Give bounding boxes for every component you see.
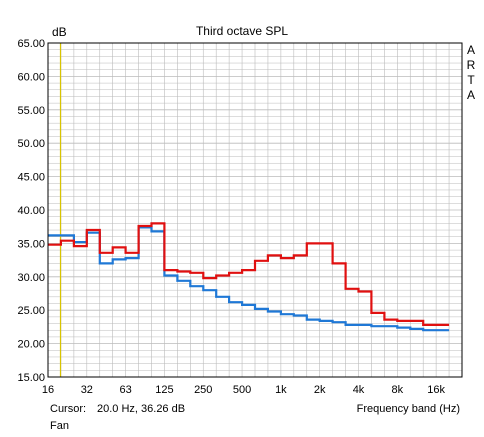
series-line-1 [48, 226, 450, 332]
x-tick-label: 2k [314, 384, 326, 396]
series-layer [48, 222, 450, 332]
chart-title: Third octave SPL [195, 24, 289, 38]
x-tick-label: 16k [427, 384, 445, 396]
y-tick-label: 20.00 [17, 339, 45, 351]
y-tick-label: 30.00 [17, 272, 45, 284]
x-tick-label: 16 [42, 384, 54, 396]
x-tick-label: 1k [275, 384, 287, 396]
cursor-readout: 20.0 Hz, 36.26 dB [97, 403, 186, 415]
plot-frame [47, 42, 463, 378]
y-tick-label: 55.00 [17, 105, 45, 117]
x-tick-label: 8k [392, 384, 404, 396]
x-tick-label: 500 [233, 384, 251, 396]
x-axis-label: Frequency band (Hz) [356, 403, 460, 415]
x-tick-labels: 16 32 63 125 250 500 1k 2k 4k 8k 16k [42, 384, 446, 396]
y-tick-label: 65.00 [17, 38, 45, 50]
x-tick-label: 250 [194, 384, 212, 396]
y-tick-label: 50.00 [17, 138, 45, 150]
series-line-0 [48, 222, 450, 326]
y-tick-label: 25.00 [17, 305, 45, 317]
x-tick-label: 4k [353, 384, 365, 396]
measurement-name: Fan [50, 420, 69, 432]
y-tick-label: 45.00 [17, 172, 45, 184]
y-tick-label: 40.00 [17, 205, 45, 217]
cursor-label: Cursor: [50, 403, 87, 415]
y-tick-label: 35.00 [17, 238, 45, 250]
y-axis-label: dB [52, 25, 67, 39]
y-tick-label: 60.00 [17, 71, 45, 83]
y-tick-label: 15.00 [17, 372, 45, 384]
x-tick-label: 63 [120, 384, 132, 396]
arta-watermark: ARTA [466, 43, 476, 102]
y-tick-labels: 65.00 60.00 55.00 50.00 45.00 40.00 35.00 30.00… [17, 38, 45, 384]
x-tick-label: 32 [81, 384, 93, 396]
x-tick-label: 125 [155, 384, 173, 396]
